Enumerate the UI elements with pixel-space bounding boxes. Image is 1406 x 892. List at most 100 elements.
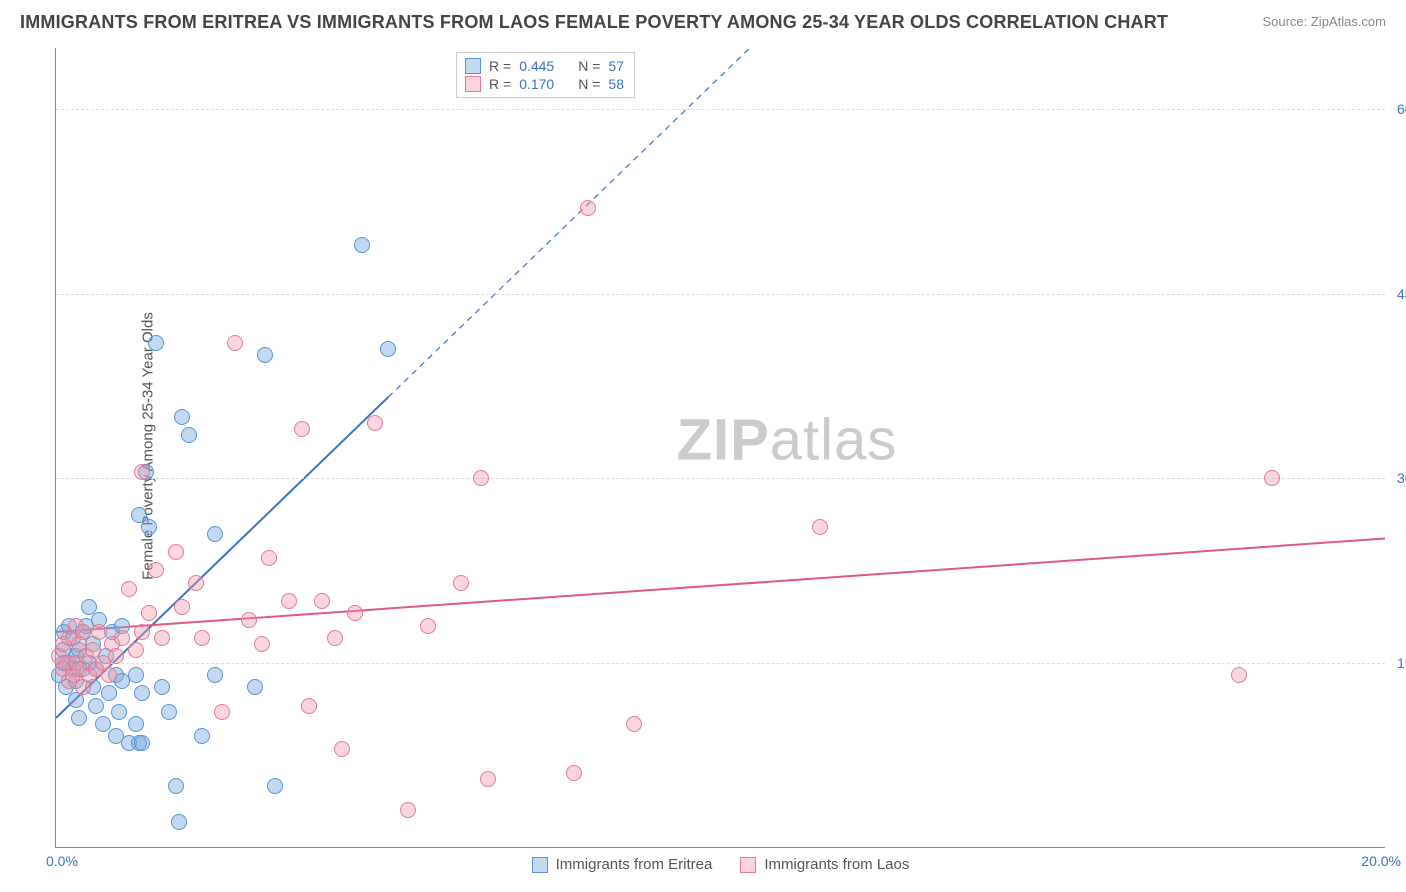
data-point-eritrea — [207, 667, 223, 683]
data-point-laos — [148, 562, 164, 578]
swatch-eritrea — [465, 58, 481, 74]
n-value-eritrea: 57 — [608, 58, 624, 74]
data-point-laos — [91, 624, 107, 640]
data-point-laos — [227, 335, 243, 351]
trendline-dashed-eritrea — [388, 48, 750, 397]
data-point-eritrea — [257, 347, 273, 363]
data-point-eritrea — [148, 335, 164, 351]
n-label: N = — [578, 76, 600, 92]
gridline-h — [56, 294, 1385, 295]
watermark-bold: ZIP — [677, 407, 770, 472]
legend-item-eritrea: Immigrants from Eritrea — [532, 856, 713, 873]
y-tick-label: 30.0% — [1389, 470, 1406, 486]
data-point-laos — [453, 575, 469, 591]
legend-stats-row-eritrea: R = 0.445 N = 57 — [465, 57, 624, 75]
r-value-laos: 0.170 — [519, 76, 554, 92]
r-label: R = — [489, 76, 511, 92]
data-point-eritrea — [267, 778, 283, 794]
data-point-laos — [194, 630, 210, 646]
data-point-laos — [134, 624, 150, 640]
data-point-laos — [254, 636, 270, 652]
data-point-eritrea — [194, 728, 210, 744]
data-point-eritrea — [71, 710, 87, 726]
data-point-eritrea — [128, 716, 144, 732]
data-point-laos — [314, 593, 330, 609]
data-point-laos — [241, 612, 257, 628]
data-point-laos — [400, 802, 416, 818]
source-label: Source: — [1262, 14, 1310, 29]
data-point-laos — [294, 421, 310, 437]
watermark-rest: atlas — [770, 407, 898, 472]
gridline-h — [56, 663, 1385, 664]
legend-stats-row-laos: R = 0.170 N = 58 — [465, 75, 624, 93]
source-citation: Source: ZipAtlas.com — [1262, 14, 1386, 29]
data-point-laos — [174, 599, 190, 615]
data-point-eritrea — [181, 427, 197, 443]
data-point-laos — [626, 716, 642, 732]
data-point-eritrea — [207, 526, 223, 542]
data-point-laos — [334, 741, 350, 757]
data-point-laos — [473, 470, 489, 486]
data-point-eritrea — [354, 237, 370, 253]
data-point-laos — [75, 624, 91, 640]
data-point-eritrea — [168, 778, 184, 794]
data-point-eritrea — [247, 679, 263, 695]
data-point-eritrea — [134, 735, 150, 751]
source-site: ZipAtlas.com — [1311, 14, 1386, 29]
data-point-eritrea — [95, 716, 111, 732]
data-point-laos — [301, 698, 317, 714]
chart-container: IMMIGRANTS FROM ERITREA VS IMMIGRANTS FR… — [0, 0, 1406, 892]
r-label: R = — [489, 58, 511, 74]
data-point-laos — [480, 771, 496, 787]
plot-area: ZIPatlas R = 0.445 N = 57 R = 0.170 N = … — [55, 48, 1385, 848]
gridline-h — [56, 478, 1385, 479]
data-point-laos — [188, 575, 204, 591]
data-point-laos — [108, 648, 124, 664]
y-tick-label: 15.0% — [1389, 655, 1406, 671]
trend-lines — [56, 48, 1385, 847]
legend-item-laos: Immigrants from Laos — [740, 856, 909, 873]
data-point-eritrea — [101, 685, 117, 701]
swatch-eritrea — [532, 857, 548, 873]
data-point-laos — [128, 642, 144, 658]
data-point-eritrea — [380, 341, 396, 357]
data-point-laos — [420, 618, 436, 634]
legend-label-eritrea: Immigrants from Eritrea — [556, 856, 713, 873]
data-point-laos — [1264, 470, 1280, 486]
data-point-laos — [134, 464, 150, 480]
swatch-laos — [465, 76, 481, 92]
data-point-laos — [327, 630, 343, 646]
n-value-laos: 58 — [608, 76, 624, 92]
data-point-laos — [101, 667, 117, 683]
legend-series: Immigrants from Eritrea Immigrants from … — [56, 856, 1385, 873]
data-point-laos — [214, 704, 230, 720]
data-point-laos — [1231, 667, 1247, 683]
data-point-laos — [347, 605, 363, 621]
data-point-laos — [261, 550, 277, 566]
y-tick-label: 60.0% — [1389, 101, 1406, 117]
data-point-eritrea — [154, 679, 170, 695]
data-point-laos — [114, 630, 130, 646]
chart-title: IMMIGRANTS FROM ERITREA VS IMMIGRANTS FR… — [20, 12, 1168, 33]
data-point-eritrea — [141, 519, 157, 535]
data-point-laos — [812, 519, 828, 535]
data-point-laos — [154, 630, 170, 646]
legend-label-laos: Immigrants from Laos — [764, 856, 909, 873]
data-point-eritrea — [111, 704, 127, 720]
data-point-eritrea — [128, 667, 144, 683]
data-point-eritrea — [171, 814, 187, 830]
data-point-laos — [141, 605, 157, 621]
data-point-laos — [367, 415, 383, 431]
data-point-laos — [566, 765, 582, 781]
r-value-eritrea: 0.445 — [519, 58, 554, 74]
data-point-eritrea — [174, 409, 190, 425]
gridline-h — [56, 109, 1385, 110]
watermark: ZIPatlas — [677, 406, 898, 473]
swatch-laos — [740, 857, 756, 873]
legend-stats: R = 0.445 N = 57 R = 0.170 N = 58 — [456, 52, 635, 98]
data-point-laos — [121, 581, 137, 597]
data-point-laos — [580, 200, 596, 216]
data-point-laos — [168, 544, 184, 560]
y-tick-label: 45.0% — [1389, 286, 1406, 302]
n-label: N = — [578, 58, 600, 74]
